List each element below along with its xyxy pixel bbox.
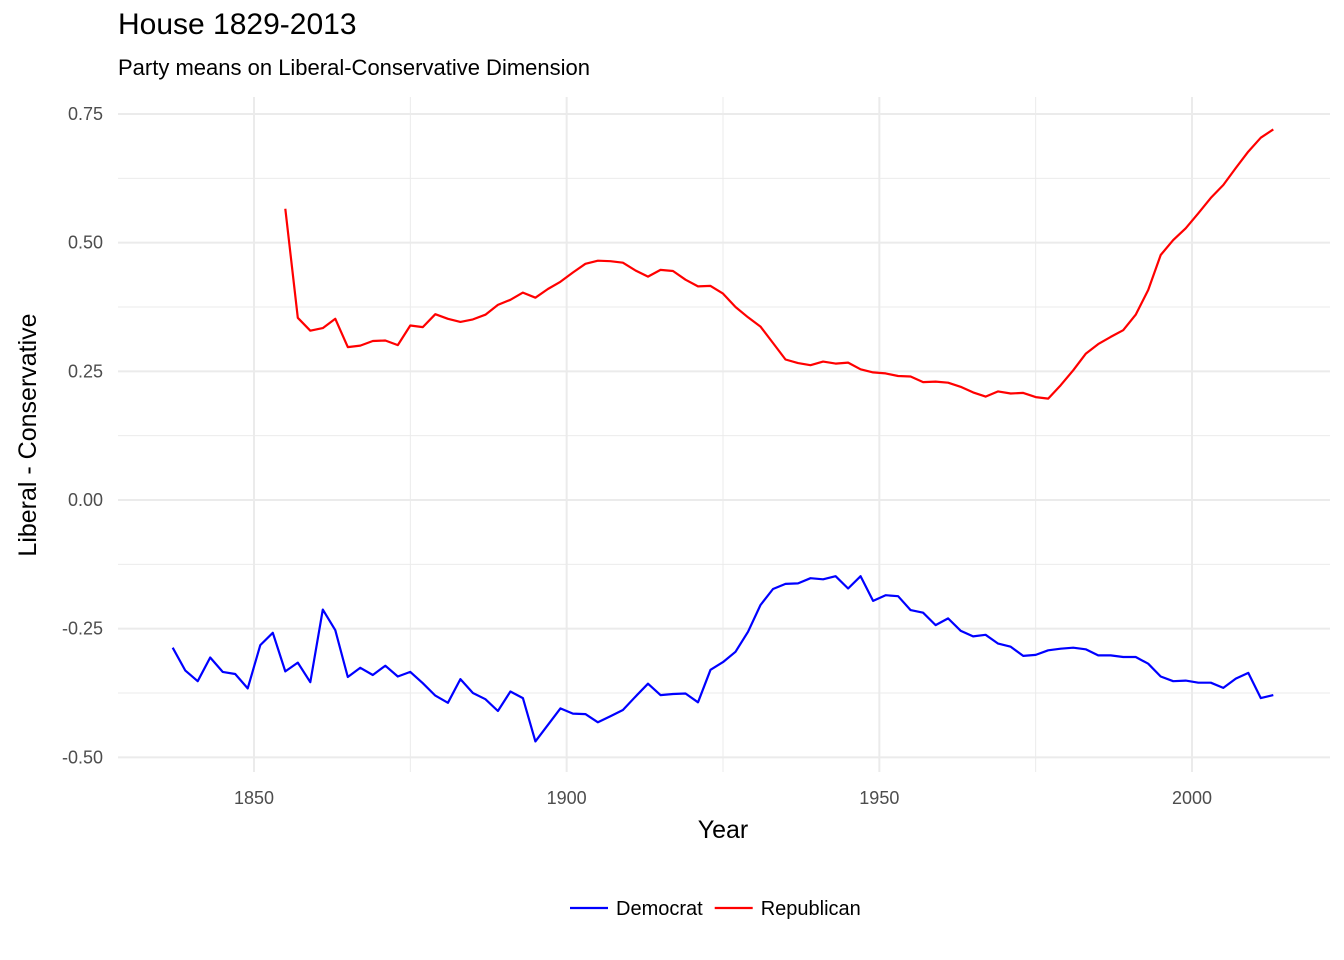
x-tick-label: 1950 — [859, 788, 899, 808]
legend-label-democrat: Democrat — [616, 898, 703, 920]
y-tick-label: -0.50 — [62, 747, 103, 767]
y-tick-label: 0.25 — [68, 361, 103, 381]
legend: Democrat Republican — [570, 898, 861, 920]
legend-label-republican: Republican — [761, 898, 861, 920]
y-tick-label: -0.25 — [62, 619, 103, 639]
series-line-republican — [284, 128, 1274, 400]
major-gridlines — [118, 97, 1330, 772]
y-tick-label: 0.50 — [68, 233, 103, 253]
y-axis-title: Liberal - Conservative — [14, 313, 42, 556]
x-axis-tick-labels: 1850 1900 1950 2000 — [234, 788, 1212, 808]
chart-title: House 1829-2013 — [118, 8, 357, 41]
x-tick-label: 1850 — [234, 788, 274, 808]
x-tick-label: 1900 — [547, 788, 587, 808]
y-tick-label: 0.00 — [68, 490, 103, 510]
y-tick-label: 0.75 — [68, 104, 103, 124]
chart-subtitle: Party means on Liberal-Conservative Dime… — [118, 55, 590, 80]
x-tick-label: 2000 — [1172, 788, 1212, 808]
x-axis-title: Year — [698, 816, 749, 844]
series-lines — [171, 128, 1274, 743]
minor-gridlines — [118, 97, 1330, 772]
y-axis-tick-labels: -0.50 -0.25 0.00 0.25 0.50 0.75 — [62, 104, 103, 767]
series-line-democrat — [171, 575, 1274, 743]
